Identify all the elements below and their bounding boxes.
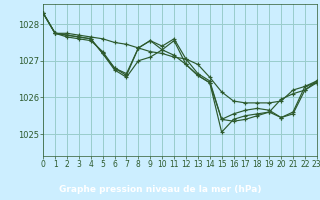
Text: Graphe pression niveau de la mer (hPa): Graphe pression niveau de la mer (hPa) <box>59 185 261 194</box>
